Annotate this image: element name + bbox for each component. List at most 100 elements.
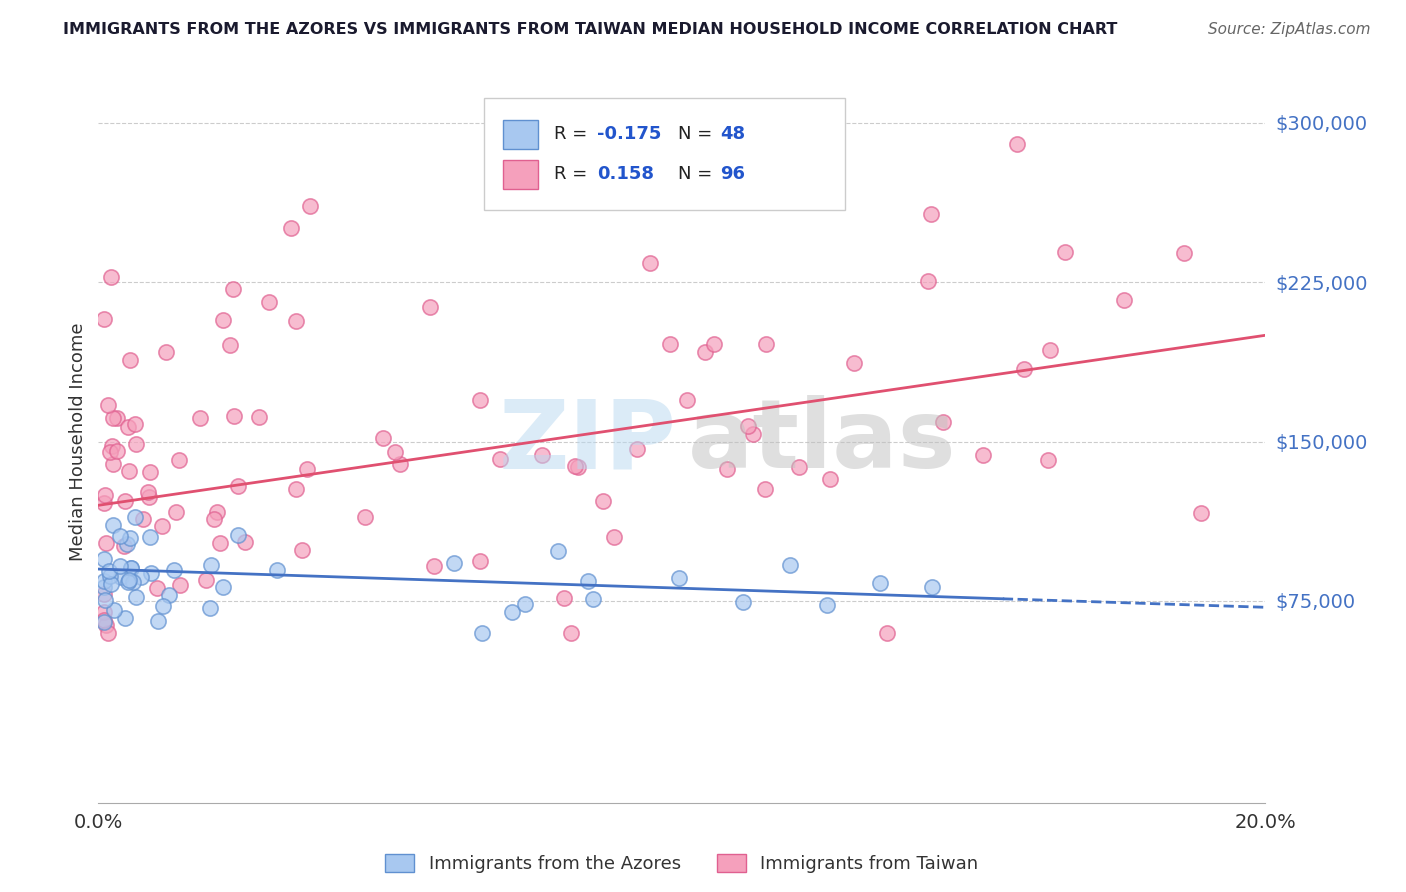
Point: [921, 580, 943, 594]
Point: [100, 576, 122, 591]
Point: [285, 314, 308, 328]
Text: 48: 48: [720, 126, 745, 144]
Point: [869, 576, 891, 591]
Point: [553, 591, 575, 605]
Point: [110, 570, 132, 584]
Point: [169, 578, 191, 592]
Point: [212, 580, 235, 594]
Point: [139, 466, 162, 480]
Point: [560, 625, 582, 640]
Point: [165, 505, 187, 519]
Y-axis label: Median Household Income: Median Household Income: [69, 322, 87, 561]
Point: [103, 410, 125, 425]
Point: [626, 442, 648, 456]
Point: [107, 444, 129, 458]
Point: [141, 566, 163, 580]
Point: [247, 409, 270, 424]
Point: [815, 598, 838, 612]
Point: [295, 462, 318, 476]
Text: -0.175: -0.175: [596, 126, 661, 144]
Point: [93, 580, 115, 594]
Point: [921, 207, 943, 221]
FancyBboxPatch shape: [484, 98, 845, 211]
FancyBboxPatch shape: [503, 160, 538, 189]
Point: [576, 574, 599, 588]
Point: [93, 574, 115, 589]
Point: [94, 593, 117, 607]
FancyBboxPatch shape: [503, 120, 538, 149]
Point: [564, 458, 586, 473]
Point: [1036, 453, 1059, 467]
Point: [94, 536, 117, 550]
Point: [96, 625, 118, 640]
Point: [100, 269, 122, 284]
Point: [471, 625, 494, 640]
Point: [93, 615, 115, 629]
Point: [693, 344, 716, 359]
Point: [373, 431, 395, 445]
Point: [93, 496, 115, 510]
Point: [157, 588, 180, 602]
Point: [226, 479, 249, 493]
Point: [155, 344, 177, 359]
Point: [129, 570, 152, 584]
Point: [195, 574, 218, 588]
Text: atlas: atlas: [688, 395, 956, 488]
Point: [200, 558, 222, 572]
Text: R =: R =: [554, 126, 592, 144]
Text: ZIP: ZIP: [498, 395, 676, 488]
Point: [668, 571, 690, 585]
Point: [917, 274, 939, 288]
Point: [1053, 245, 1076, 260]
Point: [152, 599, 174, 613]
Point: [257, 294, 280, 309]
Point: [124, 591, 146, 605]
Point: [530, 448, 553, 462]
Point: [789, 459, 811, 474]
Point: [443, 557, 465, 571]
Point: [844, 356, 866, 370]
Point: [138, 490, 160, 504]
Point: [202, 512, 225, 526]
Point: [515, 597, 537, 611]
Point: [703, 337, 725, 351]
Point: [93, 311, 115, 326]
Point: [224, 409, 246, 423]
Point: [108, 558, 131, 573]
Point: [103, 603, 125, 617]
Point: [972, 448, 994, 462]
Point: [114, 611, 136, 625]
Point: [228, 528, 250, 542]
Point: [1014, 362, 1036, 376]
Point: [118, 573, 141, 587]
Point: [105, 411, 128, 425]
Point: [1173, 246, 1195, 260]
Point: [163, 563, 186, 577]
Point: [779, 558, 801, 573]
Point: [108, 529, 131, 543]
Point: [212, 313, 235, 327]
Point: [818, 472, 841, 486]
Point: [167, 453, 190, 467]
Point: [190, 410, 212, 425]
Point: [1189, 506, 1212, 520]
Point: [98, 445, 121, 459]
Point: [136, 484, 159, 499]
Point: [1112, 293, 1135, 307]
Point: [93, 605, 115, 619]
Point: [118, 464, 141, 478]
Point: [117, 420, 139, 434]
Point: [737, 418, 759, 433]
Point: [112, 539, 135, 553]
Point: [124, 510, 146, 524]
Point: [93, 552, 115, 566]
Point: [152, 519, 174, 533]
Point: [299, 199, 322, 213]
Point: [755, 337, 778, 351]
Point: [567, 460, 589, 475]
Point: [1005, 136, 1028, 151]
Point: [114, 493, 136, 508]
Point: [118, 531, 141, 545]
Point: [118, 352, 141, 367]
Point: [581, 591, 603, 606]
